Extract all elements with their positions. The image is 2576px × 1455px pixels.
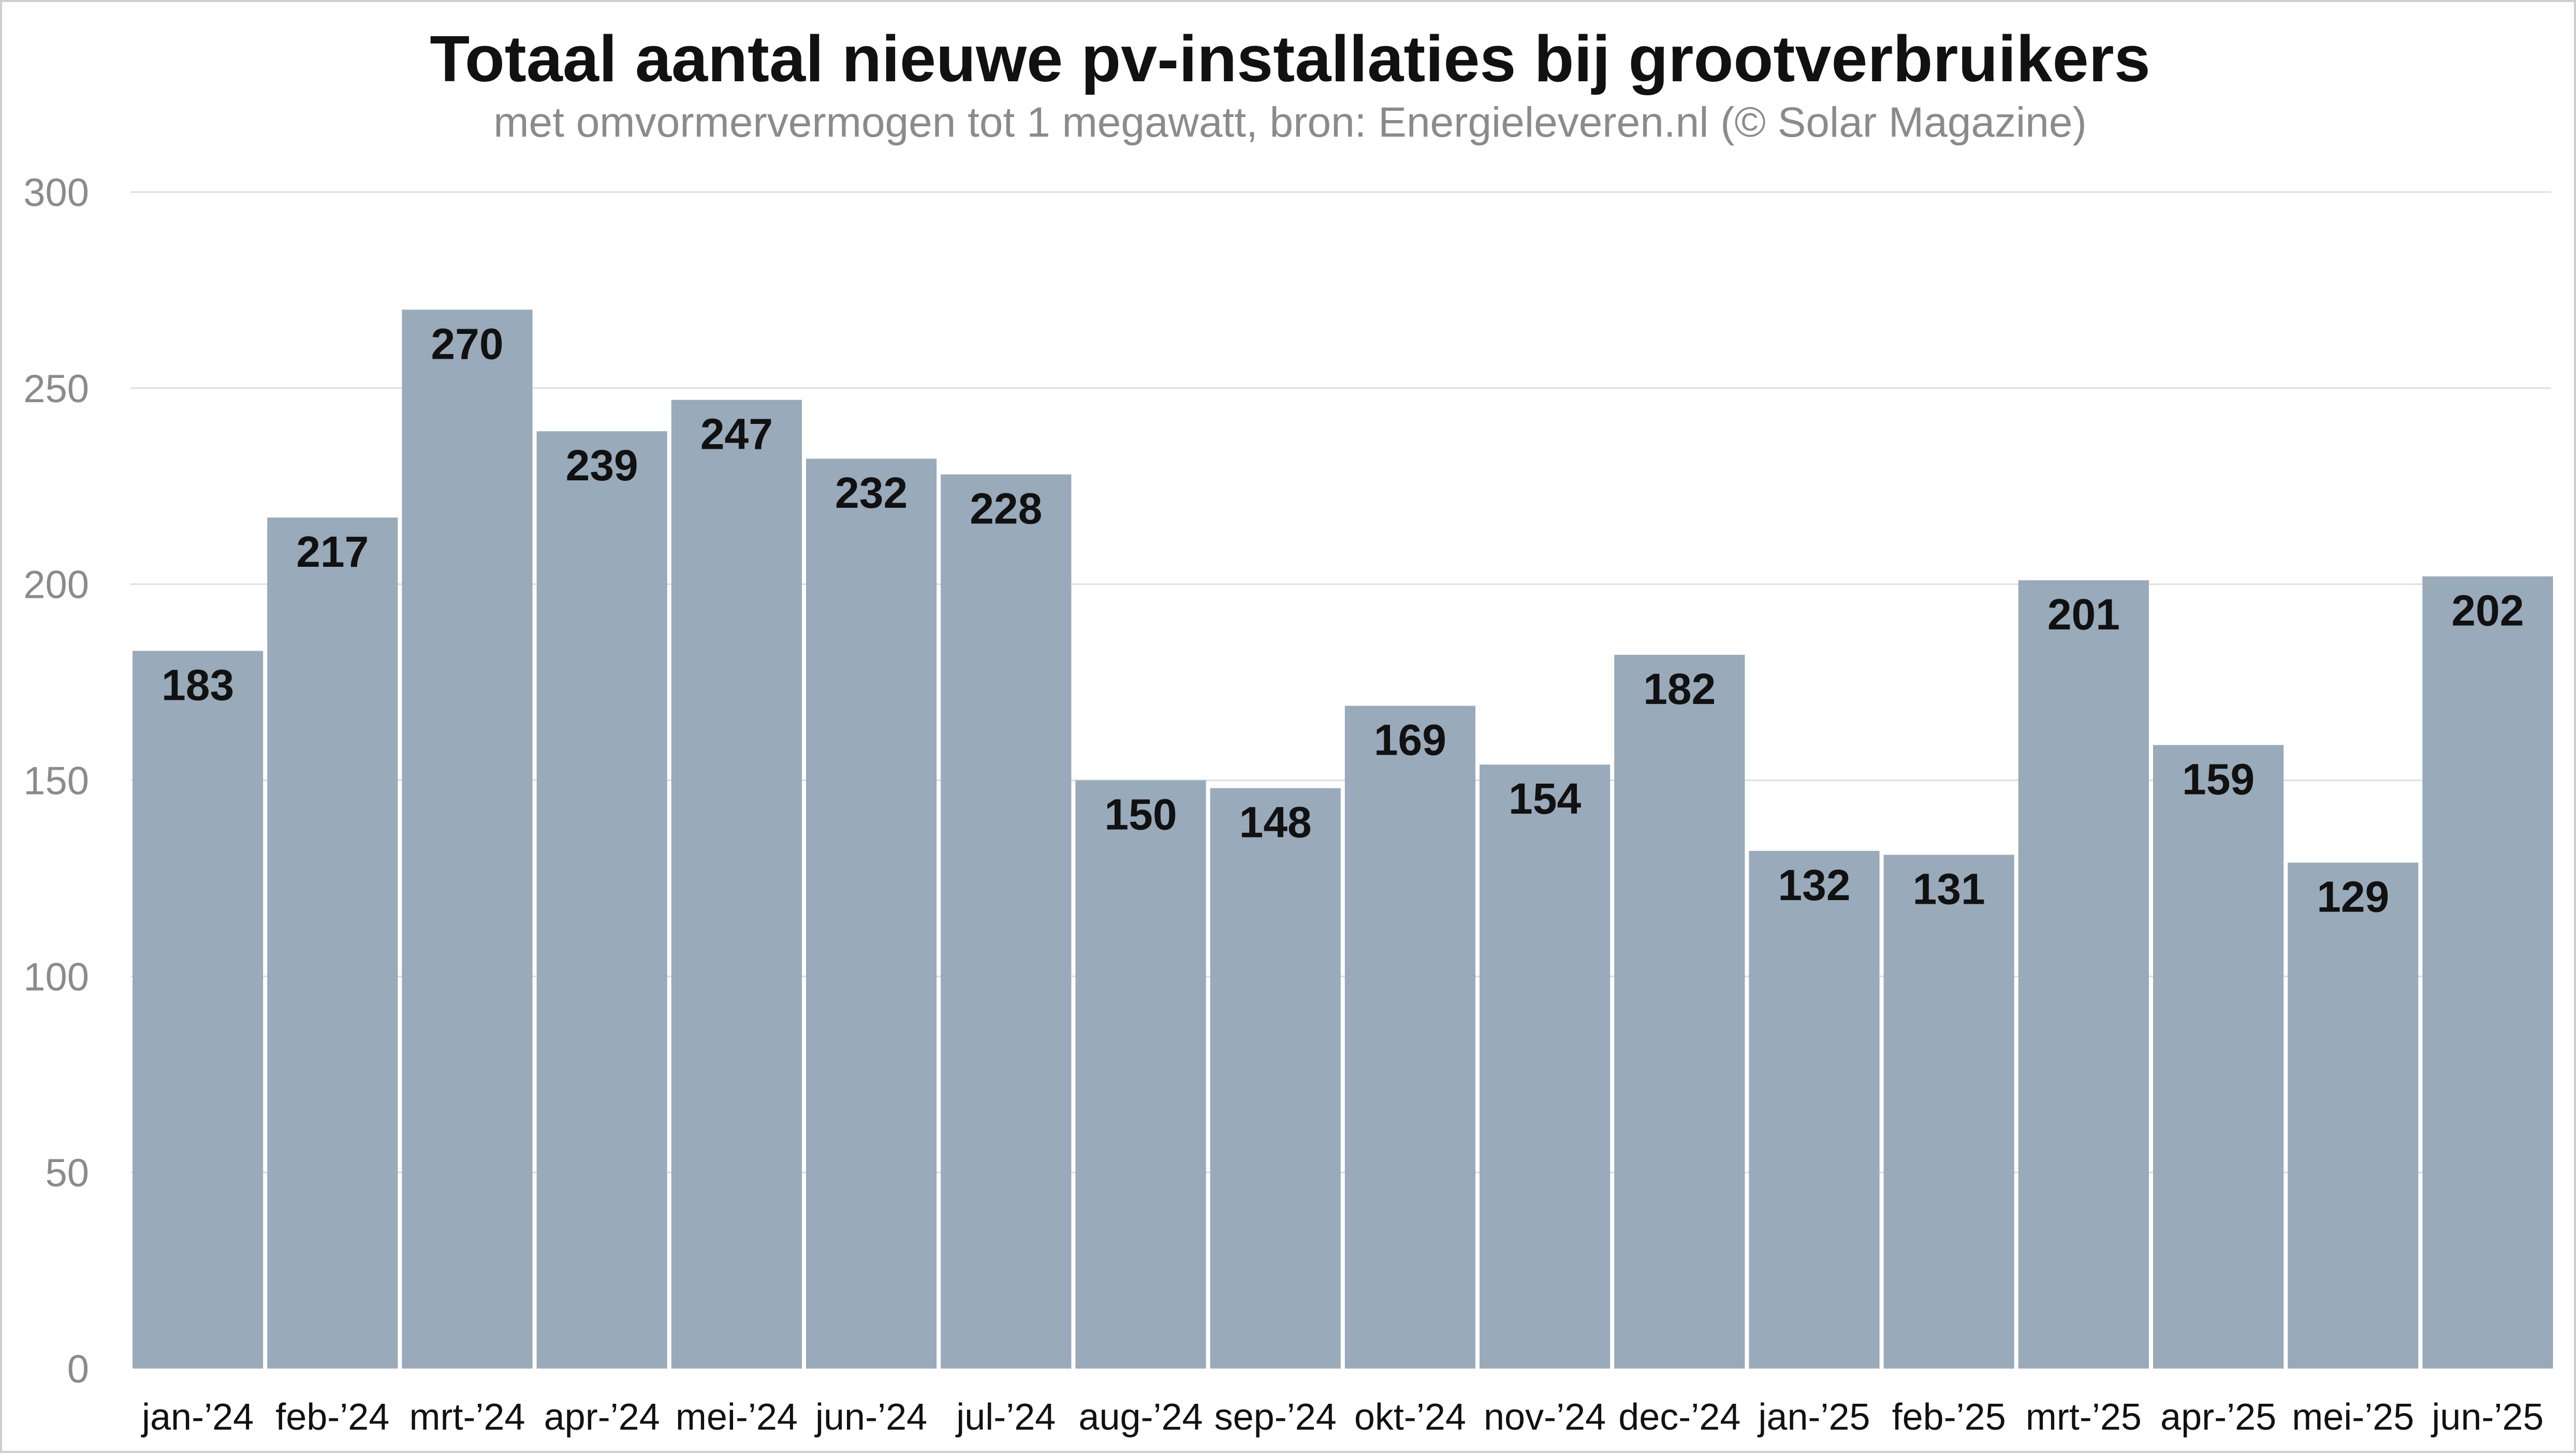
x-tick-label: feb-’24 xyxy=(275,1397,389,1438)
y-axis-ticks: 0 50 100 150 200 250 300 xyxy=(23,171,89,1391)
bar xyxy=(1883,855,2014,1369)
x-tick-label: okt-’24 xyxy=(1354,1397,1466,1438)
bar xyxy=(1749,850,1880,1369)
bar-value-label: 217 xyxy=(296,527,369,576)
x-tick-label: nov-’24 xyxy=(1484,1397,1606,1438)
chart-subtitle: met omvormervermogen tot 1 megawatt, bro… xyxy=(493,99,2087,146)
x-tick-label: aug-’24 xyxy=(1078,1397,1203,1438)
bar xyxy=(1480,765,1611,1369)
x-tick-label: jan-’24 xyxy=(141,1397,254,1438)
bar xyxy=(536,431,667,1369)
data-labels: 183 217 270 239 247 232 228 150 148 169 154 182 132 1… xyxy=(162,319,2524,921)
y-tick-label: 300 xyxy=(23,171,89,215)
bar-value-label: 228 xyxy=(970,484,1042,533)
x-tick-label: jun-’25 xyxy=(2431,1397,2543,1438)
bars xyxy=(133,310,2553,1369)
y-tick-label: 50 xyxy=(45,1151,89,1195)
bar xyxy=(2288,862,2419,1369)
bar xyxy=(1614,655,1745,1369)
chart-title: Totaal aantal nieuwe pv-installaties bij… xyxy=(430,22,2150,95)
bar-value-label: 150 xyxy=(1104,790,1177,839)
y-tick-label: 200 xyxy=(23,563,89,607)
y-tick-label: 250 xyxy=(23,367,89,411)
bar xyxy=(806,459,937,1369)
x-tick-label: dec-’24 xyxy=(1618,1397,1740,1438)
x-axis-ticks: jan-’24 feb-’24 mrt-’24 apr-’24 mei-’24 jun-’… xyxy=(141,1397,2544,1438)
bar xyxy=(1075,780,1206,1369)
bar-value-label: 202 xyxy=(2451,586,2524,635)
bar-value-label: 247 xyxy=(700,410,773,459)
bar xyxy=(941,474,1072,1369)
bar xyxy=(2153,745,2284,1369)
bar xyxy=(267,517,398,1369)
bar-value-label: 232 xyxy=(835,468,908,517)
bar xyxy=(133,651,264,1369)
bar-value-label: 239 xyxy=(566,441,638,490)
bar xyxy=(1344,706,1475,1369)
bar-value-label: 169 xyxy=(1374,716,1446,765)
y-tick-label: 0 xyxy=(67,1347,89,1391)
bar-value-label: 182 xyxy=(1643,665,1716,713)
x-tick-label: sep-’24 xyxy=(1214,1397,1337,1438)
x-tick-label: mrt-’25 xyxy=(2026,1397,2142,1438)
bar xyxy=(2422,576,2553,1369)
x-tick-label: mei-’25 xyxy=(2292,1397,2414,1438)
bar-value-label: 154 xyxy=(1509,774,1581,823)
bar xyxy=(1210,788,1341,1369)
bar xyxy=(671,400,802,1369)
bar-value-label: 129 xyxy=(2317,873,2389,921)
y-tick-label: 100 xyxy=(23,955,89,999)
bar-value-label: 183 xyxy=(162,660,234,709)
x-tick-label: mrt-’24 xyxy=(409,1397,525,1438)
bar-value-label: 132 xyxy=(1778,861,1850,909)
bar xyxy=(2018,580,2149,1369)
bar-value-label: 201 xyxy=(2047,590,2120,639)
bar-value-label: 148 xyxy=(1239,798,1312,847)
x-tick-label: apr-’24 xyxy=(544,1397,660,1438)
bar xyxy=(402,310,533,1369)
y-tick-label: 150 xyxy=(23,759,89,803)
x-tick-label: jun-’24 xyxy=(814,1397,927,1438)
x-tick-label: jul-’24 xyxy=(955,1397,1056,1438)
x-tick-label: jan-’25 xyxy=(1757,1397,1870,1438)
x-tick-label: mei-’24 xyxy=(676,1397,798,1438)
bar-value-label: 131 xyxy=(1913,864,1985,913)
bar-value-label: 270 xyxy=(431,319,503,368)
x-tick-label: feb-’25 xyxy=(1892,1397,2006,1438)
bar-value-label: 159 xyxy=(2182,755,2255,803)
x-tick-label: apr-’25 xyxy=(2160,1397,2276,1438)
